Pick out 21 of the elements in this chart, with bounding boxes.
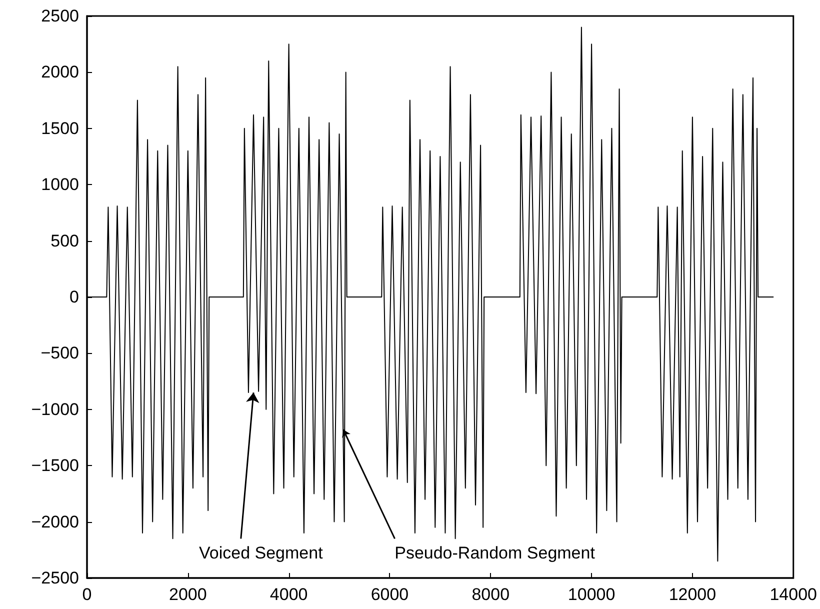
y-tick-label: 1500 (41, 118, 79, 138)
x-tick-label: 8000 (472, 585, 510, 604)
x-tick-label: 10000 (568, 585, 616, 604)
annotation: Pseudo-Random Segment (394, 544, 596, 563)
x-tick-label: 14000 (770, 585, 818, 604)
y-tick-label: −1000 (31, 400, 79, 419)
y-tick-label: 0 (70, 288, 79, 306)
annotation: Voiced Segment (198, 544, 324, 563)
x-tick-label: 0 (82, 585, 92, 604)
y-tick-label: −1500 (31, 456, 79, 476)
x-tick-label: 6000 (370, 585, 409, 604)
x-tick-label: 4000 (270, 585, 308, 604)
y-tick-label: 1000 (41, 175, 79, 194)
y-tick-label: 2000 (41, 62, 79, 82)
y-tick-label: −2500 (31, 568, 79, 588)
y-tick-label: −500 (40, 344, 79, 363)
x-tick-label: 12000 (668, 585, 716, 604)
y-tick-label: 500 (50, 231, 79, 250)
x-tick-label: 2000 (168, 585, 207, 604)
y-tick-label: 2500 (41, 6, 79, 26)
y-tick-label: −2000 (31, 512, 79, 532)
